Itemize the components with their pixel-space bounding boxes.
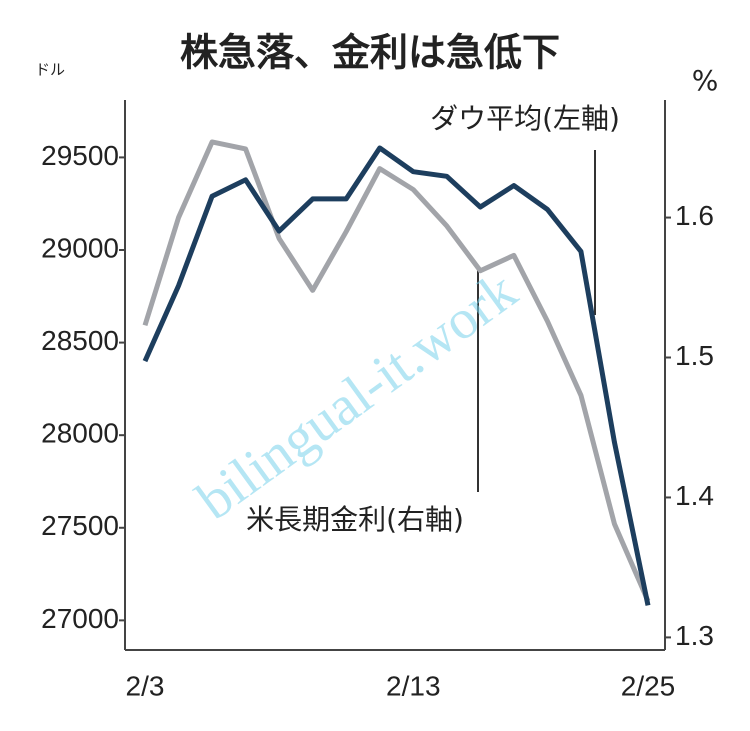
series-label: ダウ平均(左軸) bbox=[430, 102, 620, 135]
label-bg bbox=[395, 98, 660, 140]
y2-tick-label: 1.5 bbox=[675, 340, 714, 371]
series-label: 米長期金利(右軸) bbox=[246, 503, 464, 536]
y-tick-label: 29000 bbox=[41, 232, 119, 263]
x-tick-label: 2/3 bbox=[126, 670, 165, 701]
y-tick-label: 27000 bbox=[41, 603, 119, 634]
y2-tick-label: 1.4 bbox=[675, 480, 714, 511]
chart-title: 株急落、金利は急低下 bbox=[180, 31, 560, 75]
watermark: bilingual-it.work bbox=[186, 260, 528, 532]
label-bg bbox=[200, 500, 510, 542]
y-tick-label: 27500 bbox=[41, 510, 119, 541]
y-axis-label: ドル bbox=[35, 61, 65, 79]
series-line bbox=[142, 145, 651, 606]
y-tick-label: 28000 bbox=[41, 418, 119, 449]
x-tick-label: 2/13 bbox=[386, 670, 441, 701]
y-tick-label: 28500 bbox=[41, 325, 119, 356]
y2-tick-label: 1.3 bbox=[675, 620, 714, 651]
x-tick-label: 2/25 bbox=[621, 670, 676, 701]
y2-tick-label: 1.6 bbox=[675, 200, 714, 231]
series-line bbox=[142, 139, 651, 603]
y2-axis-label: % bbox=[692, 64, 719, 97]
y-tick-label: 29500 bbox=[41, 140, 119, 171]
